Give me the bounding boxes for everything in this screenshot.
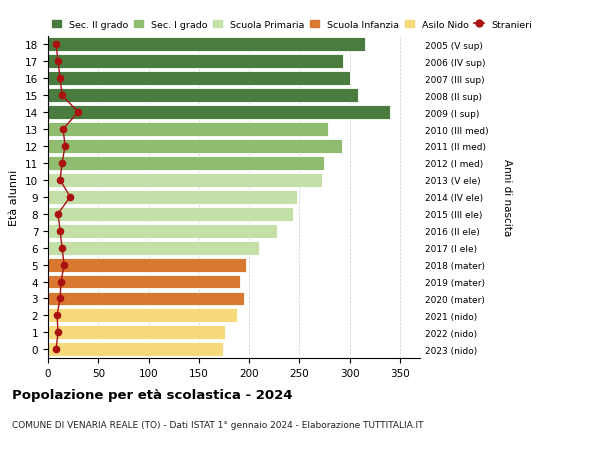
Bar (48, 55, 343, 69)
Bar (48, 174, 322, 187)
Bar (48, 207, 293, 221)
Bar (48, 72, 350, 86)
Bar (48, 275, 240, 289)
Text: COMUNE DI VENARIA REALE (TO) - Dati ISTAT 1° gennaio 2024 - Elaborazione TUTTITA: COMUNE DI VENARIA REALE (TO) - Dati ISTA… (12, 420, 424, 429)
Bar (48, 258, 246, 272)
Bar (48, 157, 325, 170)
Bar (48, 224, 277, 238)
Bar (48, 140, 341, 154)
Bar (48, 342, 223, 357)
Legend: Sec. II grado, Sec. I grado, Scuola Primaria, Scuola Infanzia, Asilo Nido, Stran: Sec. II grado, Sec. I grado, Scuola Prim… (48, 17, 536, 34)
Bar (48, 190, 298, 204)
Text: Popolazione per età scolastica - 2024: Popolazione per età scolastica - 2024 (12, 388, 293, 401)
Y-axis label: Anni di nascita: Anni di nascita (502, 159, 512, 236)
Bar (48, 38, 365, 52)
Bar (48, 309, 237, 323)
Bar (48, 326, 225, 340)
Bar (48, 123, 328, 137)
Bar (48, 241, 259, 255)
Bar (48, 292, 244, 306)
Bar (48, 106, 390, 120)
Y-axis label: Età alunni: Età alunni (10, 169, 19, 225)
Bar (48, 89, 358, 103)
